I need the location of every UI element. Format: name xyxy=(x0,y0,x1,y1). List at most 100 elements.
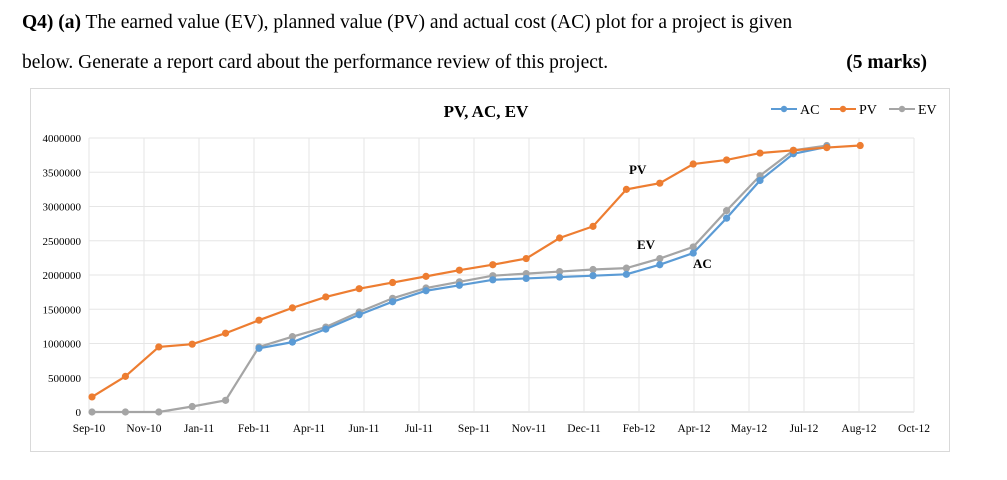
y-tick-label: 2500000 xyxy=(43,236,82,248)
legend-label: EV xyxy=(918,103,937,118)
legend-item-pv: PV xyxy=(830,103,877,118)
x-tick-label: Jul-12 xyxy=(790,423,819,435)
y-tick-label: 0 xyxy=(76,407,82,419)
series-line-pv xyxy=(91,144,861,398)
x-axis: Sep-10 Nov-10 Jan-11 Feb-11 Apr-11 Jun-11 Jul-… xyxy=(73,423,931,435)
y-tick-label: 3500000 xyxy=(43,167,82,179)
x-tick-label: Feb-11 xyxy=(238,423,270,435)
data-point-ac xyxy=(355,311,363,319)
series-ac xyxy=(255,143,831,352)
legend-marker-icon xyxy=(839,105,847,113)
data-point-ev xyxy=(723,207,731,215)
data-point-ev xyxy=(689,243,697,251)
series-line-ac xyxy=(258,145,828,350)
x-tick-label: Nov-11 xyxy=(512,423,547,435)
data-point-pv xyxy=(155,343,163,351)
chart-title: PV, AC, EV xyxy=(444,102,529,121)
data-point-ac xyxy=(689,249,697,257)
y-tick-label: 1500000 xyxy=(43,304,82,316)
data-point-ev xyxy=(188,402,196,411)
data-point-pv xyxy=(622,185,631,193)
y-tick-label: 2000000 xyxy=(43,270,82,282)
question-text-1: The earned value (EV), planned value (PV… xyxy=(81,12,793,33)
data-point-ac xyxy=(288,338,296,346)
legend-label: PV xyxy=(859,103,877,118)
data-point-pv xyxy=(823,143,831,152)
data-point-pv xyxy=(522,254,530,263)
data-point-pv xyxy=(322,293,330,301)
series-ev xyxy=(88,141,831,416)
data-point-ac xyxy=(522,274,530,283)
data-point-ac xyxy=(589,272,597,280)
y-axis: 0 500000 1000000 1500000 2000000 2500000 30000… xyxy=(43,133,82,419)
x-tick-label: Sep-11 xyxy=(458,423,490,435)
data-point-pv xyxy=(723,156,731,164)
legend-marker-icon xyxy=(780,105,788,113)
series-pv xyxy=(88,141,864,401)
annotation-pv: PV xyxy=(629,162,647,177)
data-point-ac xyxy=(255,344,263,352)
y-tick-label: 500000 xyxy=(48,373,82,385)
x-tick-label: Oct-12 xyxy=(898,423,930,435)
data-point-pv xyxy=(455,266,463,274)
data-point-pv xyxy=(856,141,864,150)
legend-label: AC xyxy=(800,103,819,118)
x-tick-label: Aug-12 xyxy=(841,423,876,435)
data-point-pv xyxy=(222,329,230,337)
x-tick-label: May-12 xyxy=(731,423,768,435)
question-line-1: Q4) (a) The earned value (EV), planned v… xyxy=(22,12,792,34)
data-point-pv xyxy=(589,222,597,230)
data-point-ac xyxy=(656,261,664,269)
data-point-ev xyxy=(288,333,296,341)
x-tick-label: Jul-11 xyxy=(405,423,434,435)
y-tick-label: 3000000 xyxy=(43,202,82,214)
data-point-pv xyxy=(255,316,263,324)
data-point-ac xyxy=(556,273,564,281)
data-point-ac xyxy=(723,214,731,222)
y-tick-label: 4000000 xyxy=(43,133,82,145)
data-point-ev xyxy=(556,267,564,276)
data-point-pv xyxy=(756,149,764,157)
annotation-ev: EV xyxy=(637,237,656,252)
data-point-pv xyxy=(489,261,497,269)
data-point-ev xyxy=(589,265,597,274)
line-chart: PV, AC, EV 0 500000 1000000 1500000 2000000 2… xyxy=(43,102,937,435)
data-point-ac xyxy=(455,281,463,289)
x-tick-label: Dec-11 xyxy=(567,423,601,435)
series-group xyxy=(88,141,864,416)
x-tick-label: Sep-10 xyxy=(73,423,106,435)
data-point-pv xyxy=(88,393,96,401)
legend: AC PV EV xyxy=(771,103,937,118)
data-point-pv xyxy=(355,285,363,293)
data-point-pv xyxy=(556,234,564,242)
data-point-ev xyxy=(121,408,129,416)
data-point-pv xyxy=(121,372,129,380)
annotation-ac: AC xyxy=(693,256,712,271)
x-tick-label: Feb-12 xyxy=(623,423,656,435)
x-tick-label: Jun-11 xyxy=(349,423,380,435)
x-tick-label: Jan-11 xyxy=(184,423,214,435)
y-tick-label: 1000000 xyxy=(43,339,82,351)
x-tick-label: Nov-10 xyxy=(126,423,161,435)
data-point-ev xyxy=(656,254,664,263)
data-point-ac xyxy=(622,270,631,278)
data-point-pv xyxy=(422,272,430,280)
data-point-pv xyxy=(789,146,798,154)
legend-item-ac: AC xyxy=(771,103,819,118)
legend-item-ev: EV xyxy=(889,103,937,118)
data-point-pv xyxy=(389,278,397,287)
data-point-pv xyxy=(689,160,697,168)
data-point-ev xyxy=(155,408,163,416)
question-line-2: below. Generate a report card about the … xyxy=(22,52,609,73)
data-point-ev xyxy=(622,264,631,272)
data-point-pv xyxy=(188,340,196,348)
x-tick-label: Apr-12 xyxy=(678,423,711,435)
data-point-ac xyxy=(389,298,397,306)
marks-label: (5 marks) xyxy=(846,52,927,73)
data-point-pv xyxy=(288,304,296,312)
data-point-ac xyxy=(756,176,764,185)
question-number: Q4) (a) xyxy=(22,12,82,33)
data-point-ev xyxy=(88,408,96,416)
chart-container: PV, AC, EV 0 500000 1000000 1500000 2000000 2… xyxy=(30,88,950,452)
data-point-ac xyxy=(322,325,330,333)
